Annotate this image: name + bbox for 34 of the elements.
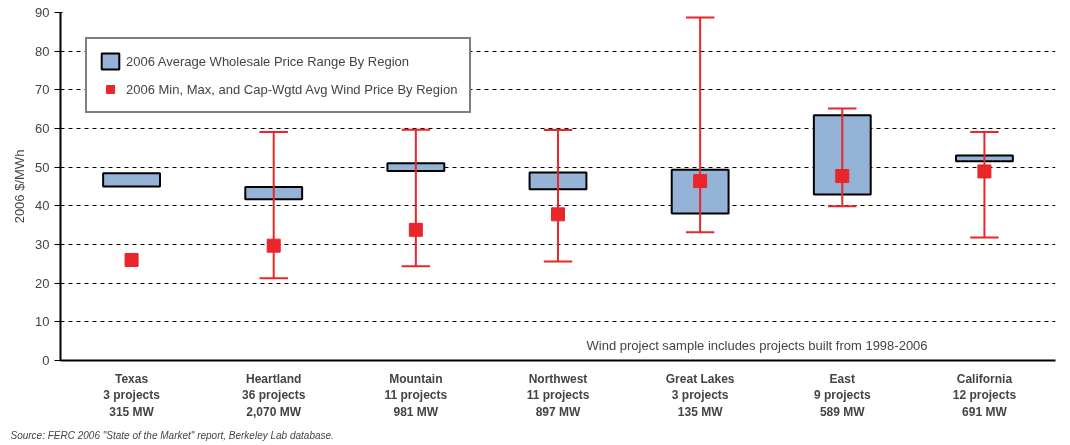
bar [244, 185, 304, 201]
x-tick-label: Great Lakes 3 projects 135 MW [665, 371, 735, 420]
y-tick-label: 20 [35, 275, 50, 291]
point [124, 252, 139, 267]
y-tick-label: 60 [35, 121, 50, 136]
source-note: Source: FERC 2006 "State of the Market" report, Berkeley Lab database. [10, 429, 334, 441]
bar [812, 114, 872, 196]
y-axis-title: 2006 $/MWh [12, 149, 28, 224]
point [408, 222, 423, 237]
y-tick-label: 10 [35, 314, 50, 330]
x-tick-label: Texas 3 projects 315 MW [103, 371, 161, 420]
point [551, 207, 565, 222]
point [835, 169, 850, 184]
x-tick-label: East 9 projects 589 MW [813, 371, 871, 420]
point [977, 164, 992, 179]
y-tick-label: 70 [35, 82, 50, 98]
legend-label: 2006 Min, Max, and Cap-Wgtd Avg Wind Price By Region [126, 81, 458, 97]
annotation: Wind project sample includes projects built from 1998-2006 [586, 337, 928, 353]
y-tick-label: 40 [35, 198, 50, 214]
point [266, 238, 281, 253]
bar [386, 162, 446, 173]
y-tick-label: 90 [35, 5, 50, 20]
bar [102, 172, 161, 188]
y-tick-label: 30 [35, 237, 50, 252]
y-tick-label: 0 [42, 353, 50, 368]
y-tick-label: 50 [35, 159, 50, 175]
x-tick-label: California 12 projects 691 MW [952, 371, 1017, 420]
point [693, 174, 708, 189]
bar [528, 171, 588, 191]
legend-label: 2006 Average Wholesale Price Range By Region [126, 53, 410, 69]
x-tick-label: Northwest 11 projects 897 MW [526, 371, 590, 420]
x-tick-label: Heartland 36 projects 2,070 MW [242, 371, 306, 420]
y-tick-label: 80 [35, 43, 50, 59]
x-tick-label: Mountain 11 projects 981 MW [384, 371, 448, 420]
